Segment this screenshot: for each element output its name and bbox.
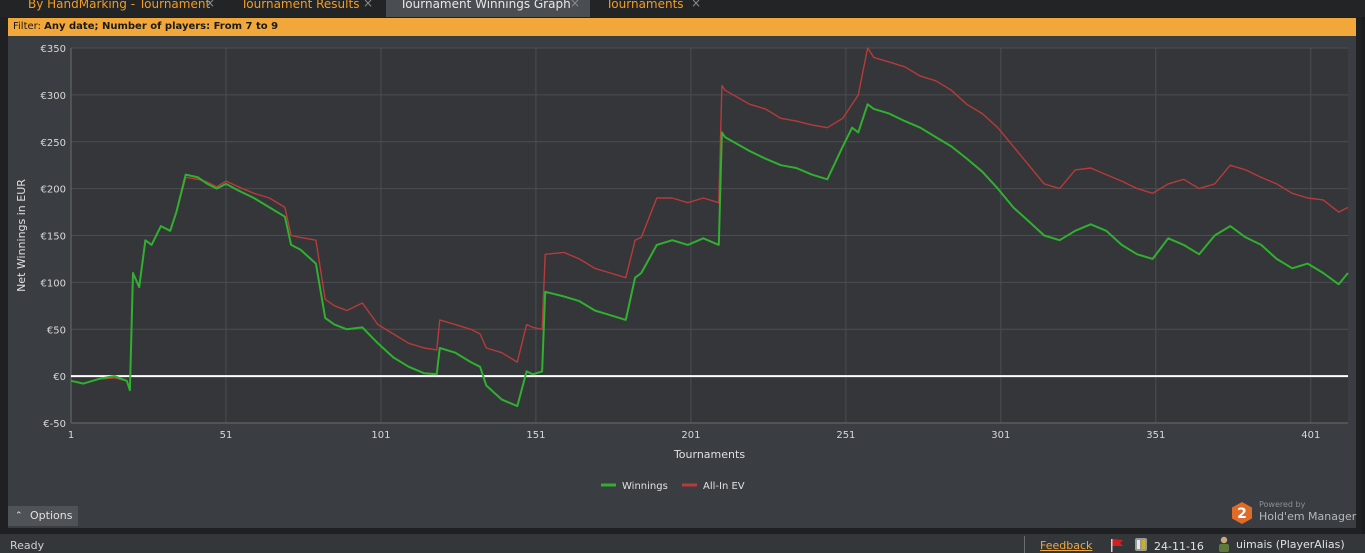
filter-value: Any date; Number of players: From 7 to 9: [44, 21, 279, 32]
filter-text: Filter: Any date; Number of players: Fro…: [13, 18, 278, 36]
close-icon[interactable]: ×: [691, 0, 702, 10]
x-tick-label: 201: [681, 430, 700, 441]
x-tick-label: 1: [68, 430, 74, 441]
legend-entry: All-In EV: [703, 481, 745, 492]
y-tick-label: €-50: [43, 419, 66, 430]
status-divider: [1024, 536, 1025, 553]
database-icon[interactable]: [1134, 537, 1148, 552]
product-name: Hold'em Manager: [1259, 510, 1357, 523]
series-line-winnings: [70, 103, 1349, 408]
hem-logo-icon: 2: [1232, 502, 1252, 524]
x-tick-label: 301: [991, 430, 1010, 441]
x-tick-label: 51: [220, 430, 233, 441]
y-tick-label: €150: [41, 232, 66, 243]
x-axis-label: Tournaments: [673, 448, 745, 461]
options-button[interactable]: ⌃ Options: [8, 506, 78, 526]
graph-panel: €-50 €0 €50 €100 €150 €200 €250 €300 €350 1 51 101 1…: [8, 36, 1356, 528]
options-label: Options: [30, 509, 73, 522]
status-date: 24-11-16: [1154, 540, 1204, 553]
y-tick-label: €100: [41, 278, 66, 289]
series-line-allin-ev: [70, 47, 1349, 391]
tab-by-handmarking[interactable]: By HandMarking - Tournament ×: [0, 0, 228, 17]
tab-tournament-results[interactable]: Tournament Results ×: [228, 0, 385, 17]
window-edge: [1362, 17, 1365, 534]
flag-icon[interactable]: [1110, 538, 1124, 552]
close-icon[interactable]: ×: [570, 0, 581, 10]
tab-label: Tournament Results: [241, 0, 360, 11]
y-tick-label: €300: [41, 91, 66, 102]
hem-badge-number: 2: [1237, 506, 1247, 522]
y-axis-label: Net Winnings in EUR: [15, 179, 28, 292]
x-tick-label: 151: [526, 430, 545, 441]
chevron-up-icon: ⌃: [15, 511, 23, 521]
x-tick-label: 101: [371, 430, 390, 441]
tab-tournaments[interactable]: Tournaments ×: [591, 0, 711, 17]
y-tick-label: €250: [41, 138, 66, 149]
x-tick-label: 251: [836, 430, 855, 441]
y-tick-label: €50: [47, 325, 66, 336]
legend-entry: Winnings: [622, 481, 668, 492]
status-ready: Ready: [10, 539, 45, 552]
hem-logo: 2 Powered by Hold'em Manager: [1230, 498, 1362, 528]
y-tick-label: €0: [53, 372, 66, 383]
x-tick-label: 351: [1146, 430, 1165, 441]
tab-bar: By HandMarking - Tournament × Tournament…: [0, 0, 1365, 17]
powered-by-text: Powered by: [1259, 500, 1306, 509]
filter-bar[interactable]: Filter: Any date; Number of players: Fro…: [8, 18, 1356, 36]
close-icon[interactable]: ×: [363, 0, 374, 10]
y-tick-label: €200: [41, 185, 66, 196]
y-tick-label: €350: [41, 44, 66, 55]
tab-label: Tournaments: [606, 0, 684, 11]
feedback-link[interactable]: Feedback: [1040, 539, 1093, 552]
status-user: uimais (PlayerAlias): [1236, 538, 1345, 551]
x-tick-label: 401: [1301, 430, 1320, 441]
filter-label: Filter:: [13, 21, 41, 32]
tab-tournament-winnings-graph[interactable]: Tournament Winnings Graph ×: [386, 0, 590, 17]
user-icon[interactable]: [1217, 536, 1231, 553]
status-bar: Ready Feedback 24-11-16 uimais (PlayerAl…: [0, 534, 1365, 553]
tab-label: By HandMarking - Tournament: [28, 0, 211, 11]
close-icon[interactable]: ×: [205, 0, 216, 10]
tab-label: Tournament Winnings Graph: [400, 0, 571, 11]
